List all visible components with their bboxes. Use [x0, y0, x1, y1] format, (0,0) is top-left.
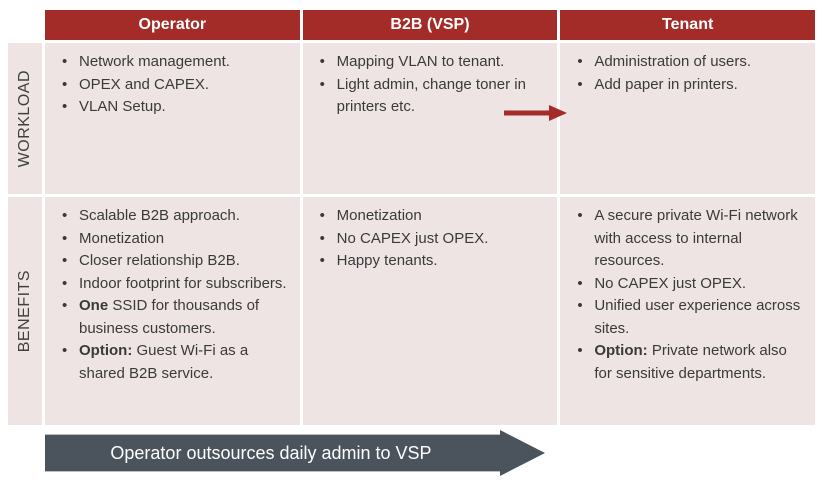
bullet-item: Unified user experience across sites.: [570, 295, 803, 340]
cell-workload-tenant: Administration of users.Add paper in pri…: [560, 43, 815, 194]
bullet-item: VLAN Setup.: [55, 96, 288, 119]
bullet-item: Add paper in printers.: [570, 74, 803, 97]
bullet-item: No CAPEX just OPEX.: [313, 228, 546, 251]
bullet-item: Mapping VLAN to tenant.: [313, 51, 546, 74]
column-header-operator: Operator: [45, 10, 300, 40]
row-label-benefits: BENEFITS: [8, 197, 42, 425]
bullet-item: One SSID for thousands of business custo…: [55, 295, 288, 340]
bullet-list-workload-b2b-vsp: Mapping VLAN to tenant.Light admin, chan…: [303, 43, 558, 127]
matrix-table: Operator B2B (VSP) Tenant WORKLOAD Netwo…: [8, 10, 815, 425]
row-label-workload-text: WORKLOAD: [16, 69, 33, 168]
outsource-banner-arrow: Operator outsources daily admin to VSP: [45, 430, 545, 476]
row-label-benefits-text: BENEFITS: [16, 269, 33, 353]
bold-text: Option:: [594, 342, 648, 359]
bullet-item: Happy tenants.: [313, 250, 546, 273]
bullet-list-benefits-b2b-vsp: MonetizationNo CAPEX just OPEX.Happy ten…: [303, 197, 558, 281]
bullet-item: Monetization: [55, 228, 288, 251]
bold-text: Option:: [79, 342, 133, 359]
bullet-item: Option: Private network also for sensiti…: [570, 340, 803, 385]
bullet-item: Closer relationship B2B.: [55, 250, 288, 273]
bullet-item: A secure private Wi-Fi network with acce…: [570, 205, 803, 273]
bullet-item: Option: Guest Wi-Fi as a shared B2B serv…: [55, 340, 288, 385]
cell-workload-operator: Network management.OPEX and CAPEX.VLAN S…: [45, 43, 300, 194]
bullet-item: Network management.: [55, 51, 288, 74]
bullet-list-benefits-tenant: A secure private Wi-Fi network with acce…: [560, 197, 815, 393]
bullet-item: No CAPEX just OPEX.: [570, 273, 803, 296]
bullet-item: Scalable B2B approach.: [55, 205, 288, 228]
bold-text: One: [79, 297, 109, 314]
right-arrow-shape: [504, 105, 567, 121]
column-header-tenant: Tenant: [560, 10, 815, 40]
bullet-item: Light admin, change toner in printers et…: [313, 74, 546, 119]
bullet-item: Monetization: [313, 205, 546, 228]
workload-handoff-arrow-icon: [504, 104, 568, 122]
bullet-list-workload-operator: Network management.OPEX and CAPEX.VLAN S…: [45, 43, 300, 127]
cell-benefits-b2b-vsp: MonetizationNo CAPEX just OPEX.Happy ten…: [302, 197, 558, 425]
bullet-item: OPEX and CAPEX.: [55, 74, 288, 97]
corner-spacer: [8, 10, 42, 40]
bullet-list-workload-tenant: Administration of users.Add paper in pri…: [560, 43, 815, 104]
outsource-banner-text: Operator outsources daily admin to VSP: [110, 442, 432, 463]
cell-benefits-tenant: A secure private Wi-Fi network with acce…: [560, 197, 815, 425]
cell-workload-b2b-vsp: Mapping VLAN to tenant.Light admin, chan…: [302, 43, 558, 194]
bullet-item: Administration of users.: [570, 51, 803, 74]
cell-benefits-operator: Scalable B2B approach.MonetizationCloser…: [45, 197, 300, 425]
column-header-b2b-vsp: B2B (VSP): [302, 10, 558, 40]
bullet-item: Indoor footprint for subscribers.: [55, 273, 288, 296]
row-label-workload: WORKLOAD: [8, 43, 42, 194]
bullet-list-benefits-operator: Scalable B2B approach.MonetizationCloser…: [45, 197, 300, 393]
